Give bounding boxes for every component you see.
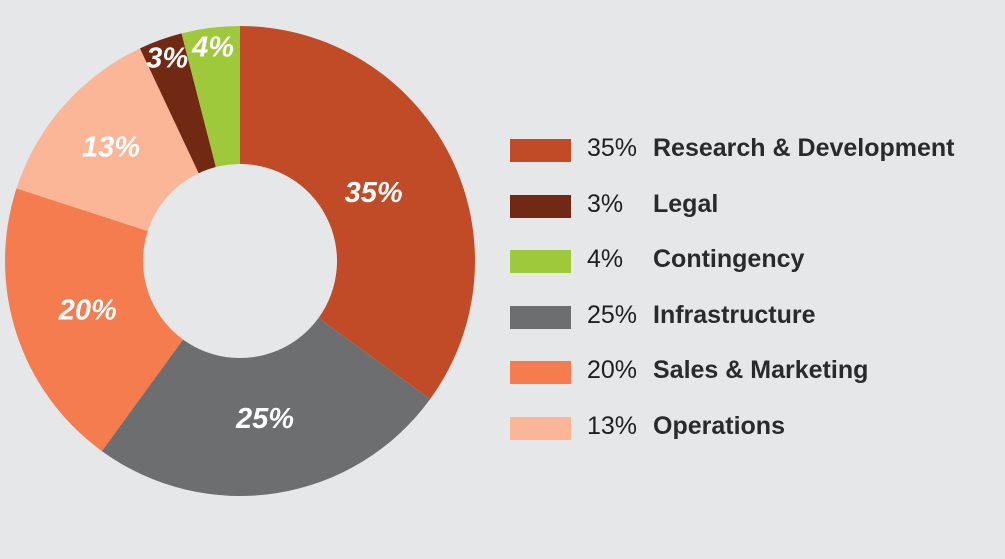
- legend-swatch: [510, 194, 571, 218]
- legend-label: Contingency: [653, 245, 805, 274]
- legend-item: 3% Legal: [510, 180, 1000, 236]
- slice-label: 25%: [235, 403, 294, 435]
- slice-label: 13%: [82, 131, 140, 163]
- legend-item: 20% Sales & Marketing: [510, 346, 1000, 402]
- legend-item: 13% Operations: [510, 402, 1000, 458]
- legend-swatch: [510, 139, 571, 162]
- legend-swatch: [510, 416, 571, 440]
- legend-item: 25% Infrastructure: [510, 291, 1000, 347]
- legend-percent: 20%: [587, 356, 638, 385]
- legend-percent: 35%: [587, 134, 638, 162]
- legend-label: Legal: [653, 189, 719, 218]
- legend-label: Operations: [653, 411, 785, 440]
- legend-percent: 3%: [587, 189, 624, 218]
- slice-label: 35%: [345, 177, 403, 209]
- slice-operations: [16, 48, 199, 232]
- legend: 35% Research & Development 3% Legal 4% Contin…: [510, 124, 1000, 458]
- legend-percent: 13%: [587, 411, 638, 440]
- legend-percent: 4%: [587, 245, 624, 274]
- slice-infrastructure: [101, 318, 431, 496]
- legend-swatch: [510, 250, 571, 274]
- slice-label: 3%: [146, 43, 188, 75]
- legend-swatch: [510, 361, 571, 385]
- slice-legal: [139, 33, 216, 174]
- slice-contingency: [181, 26, 240, 168]
- donut-chart: 35% 25% 20% 13% 3% 4%: [4, 26, 475, 496]
- legend-item: 4% Contingency: [510, 235, 1000, 291]
- slice-sales-marketing: [4, 188, 183, 452]
- slice-research-development: [240, 26, 475, 400]
- legend-item: 35% Research & Development: [510, 124, 1000, 180]
- legend-percent: 25%: [587, 300, 638, 329]
- legend-label: Research & Development: [653, 134, 955, 162]
- legend-label: Sales & Marketing: [653, 356, 869, 385]
- legend-swatch: [510, 305, 571, 329]
- slice-label: 4%: [191, 32, 234, 64]
- legend-label: Infrastructure: [653, 300, 816, 329]
- slice-label: 20%: [58, 294, 117, 326]
